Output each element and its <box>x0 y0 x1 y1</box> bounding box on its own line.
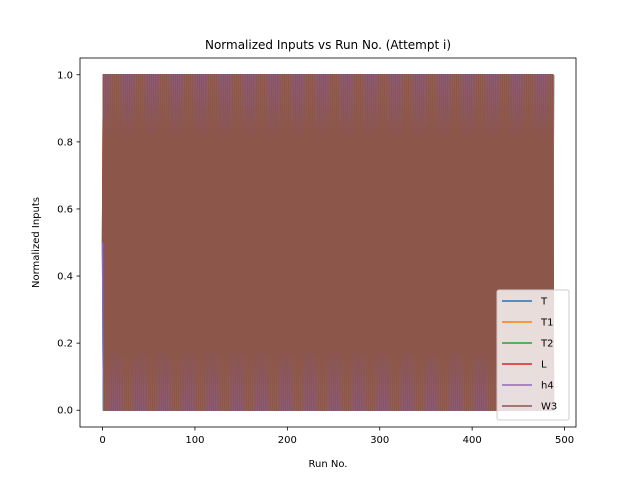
series-layer <box>101 74 555 411</box>
x-tick-label: 200 <box>278 435 297 446</box>
legend-label-T2: T2 <box>540 339 553 350</box>
y-tick-label: 0.2 <box>57 339 73 350</box>
legend-label-W3: W3 <box>541 402 557 413</box>
plot-area: 0 100 200 300 400 500 0.0 0.2 0.4 0.6 0.8 1.0 <box>57 57 577 446</box>
chart-title: Normalized Inputs vs Run No. (Attempt i) <box>205 38 451 52</box>
y-tick-label: 1.0 <box>57 70 73 81</box>
legend-label-T: T <box>540 297 548 308</box>
x-tick-label: 0 <box>99 435 105 446</box>
legend-label-h4: h4 <box>541 381 554 392</box>
y-tick-label: 0.0 <box>57 406 73 417</box>
y-axis-label: Normalized Inputs <box>31 197 42 288</box>
x-axis-label: Run No. <box>309 459 348 470</box>
y-axis-ticks: 0.0 0.2 0.4 0.6 0.8 1.0 <box>57 70 80 417</box>
plot-frame <box>79 57 577 428</box>
y-tick-label: 0.4 <box>57 272 73 283</box>
legend-label-T1: T1 <box>540 318 553 329</box>
x-tick-label: 300 <box>370 435 389 446</box>
y-tick-label: 0.6 <box>57 204 73 215</box>
legend-frame <box>496 289 570 421</box>
series-line-W3 <box>101 74 555 411</box>
x-tick-label: 100 <box>185 435 204 446</box>
legend-label-L: L <box>541 360 547 371</box>
x-tick-label: 400 <box>463 435 482 446</box>
legend: T T1 T2 Lh4 W3 <box>496 289 570 421</box>
y-tick-label: 0.8 <box>57 137 73 148</box>
x-axis-ticks: 0 100 200 300 400 500 <box>99 427 574 446</box>
x-tick-label: 500 <box>555 435 574 446</box>
